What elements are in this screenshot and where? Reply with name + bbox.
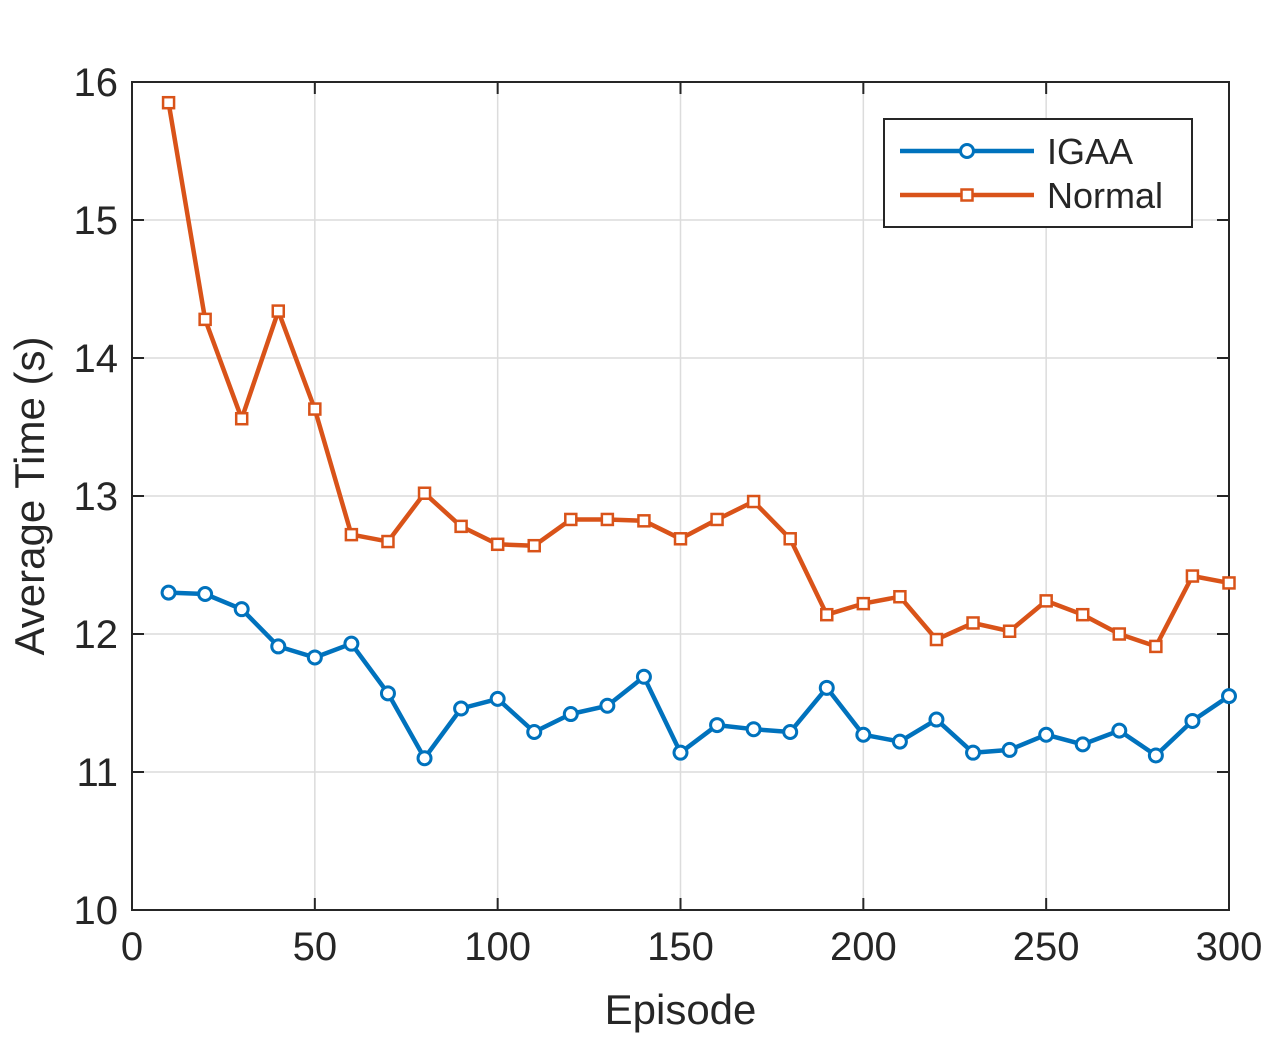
data-point: [489, 690, 506, 707]
data-point: [416, 750, 433, 767]
data-point: [270, 638, 287, 655]
data-point: [161, 95, 176, 110]
y-tick-label: 16: [74, 61, 119, 105]
data-point: [673, 532, 688, 546]
data-point: [417, 486, 432, 500]
data-point: [379, 685, 396, 702]
y-tick-label: 13: [74, 475, 119, 519]
data-point: [453, 700, 470, 717]
x-tick-label: 50: [293, 925, 338, 969]
data-point: [1149, 639, 1163, 654]
x-tick-label: 150: [647, 925, 714, 969]
data-point: [928, 711, 945, 728]
data-point: [966, 616, 980, 630]
data-point: [343, 635, 360, 652]
data-point: [893, 589, 907, 604]
data-point: [709, 717, 726, 734]
data-point: [818, 679, 835, 696]
legend-item-igaa: IGAA: [900, 131, 1133, 172]
data-point: [1221, 688, 1237, 705]
legend-label: IGAA: [1047, 131, 1133, 172]
data-point: [344, 527, 359, 542]
y-tick-label: 11: [76, 751, 118, 795]
data-point: [1111, 722, 1128, 739]
data-point: [635, 668, 652, 685]
data-point: [1075, 607, 1090, 622]
x-tick-label: 300: [1196, 925, 1263, 969]
data-point: [1039, 594, 1053, 608]
data-point: [526, 723, 543, 740]
data-point: [600, 512, 615, 527]
data-point: [1185, 569, 1200, 583]
data-point: [1222, 576, 1236, 590]
data-point: [1001, 741, 1018, 758]
data-point: [710, 512, 724, 527]
data-point: [381, 534, 395, 549]
y-tick-label: 12: [74, 613, 119, 657]
data-point: [929, 632, 944, 647]
legend-label: Normal: [1047, 175, 1163, 216]
data-point: [197, 585, 214, 602]
data-point: [820, 607, 834, 622]
data-point: [1147, 747, 1164, 764]
data-point: [855, 726, 872, 743]
data-point: [599, 697, 616, 714]
x-tick-label: 0: [121, 925, 143, 969]
y-tick-label: 14: [74, 337, 119, 381]
x-tick-label: 200: [830, 925, 897, 969]
legend-box: [883, 118, 1193, 228]
legend-marker: [960, 188, 974, 202]
series-igaa: [160, 584, 1237, 767]
data-point: [783, 532, 797, 546]
data-point: [271, 304, 286, 318]
data-point: [490, 537, 505, 552]
legend-marker: [959, 143, 975, 159]
x-tick-label: 100: [464, 925, 531, 969]
data-point: [856, 596, 871, 611]
data-point: [308, 402, 322, 416]
data-point: [306, 649, 323, 666]
y-tick-label: 15: [74, 199, 119, 243]
x-tick-label: 250: [1013, 925, 1080, 969]
data-point: [562, 706, 579, 723]
data-point: [891, 733, 908, 750]
data-point: [672, 744, 689, 761]
data-point: [1002, 624, 1017, 638]
series-line: [168, 590, 1231, 761]
data-point: [1038, 726, 1055, 743]
data-point: [637, 514, 651, 528]
x-axis-label: Episode: [605, 986, 757, 1033]
data-point: [782, 723, 799, 740]
series-group: [160, 95, 1237, 767]
series-normal: [161, 95, 1236, 654]
data-point: [454, 519, 468, 534]
data-point: [198, 312, 212, 327]
data-point: [965, 744, 982, 761]
data-point: [527, 538, 541, 553]
data-point: [160, 584, 177, 601]
y-axis-label: Average Time (s): [6, 337, 53, 656]
data-point: [1074, 736, 1091, 753]
legend-item-normal: Normal: [900, 175, 1163, 216]
data-point: [1112, 627, 1127, 641]
data-point: [564, 512, 578, 527]
data-point: [1184, 712, 1201, 729]
data-point: [746, 494, 761, 509]
data-point: [234, 411, 249, 426]
data-point: [233, 601, 250, 618]
y-tick-label: 10: [74, 889, 119, 933]
data-point: [745, 721, 762, 738]
axis-ticks: 0 50 100 150 200 250 300 10 11 12 13 14 15 16: [74, 61, 1263, 969]
